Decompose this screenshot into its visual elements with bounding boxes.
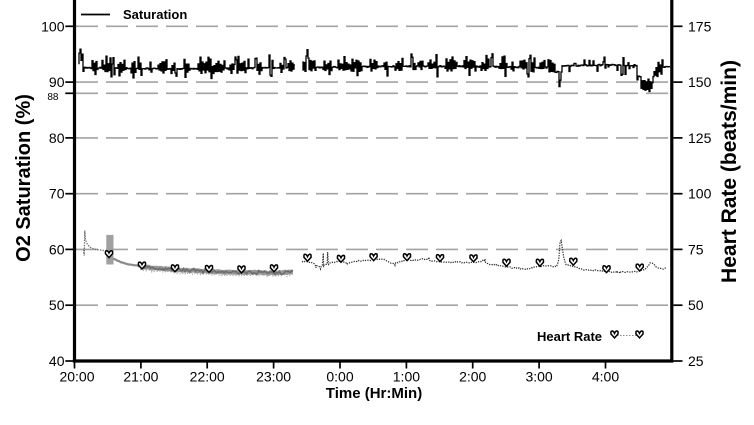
svg-text:100: 100 [41, 18, 65, 34]
svg-text:0:00: 0:00 [326, 368, 353, 384]
svg-text:2:00: 2:00 [459, 368, 486, 384]
svg-text:80: 80 [49, 130, 65, 146]
svg-text:50: 50 [49, 297, 65, 313]
svg-text:90: 90 [49, 74, 65, 90]
svg-text:60: 60 [49, 241, 65, 257]
svg-text:3:00: 3:00 [525, 368, 552, 384]
svg-text:75: 75 [688, 241, 704, 257]
svg-text:150: 150 [688, 74, 712, 90]
svg-text:4:00: 4:00 [592, 368, 619, 384]
svg-text:22:00: 22:00 [190, 368, 225, 384]
svg-text:20:00: 20:00 [59, 368, 94, 384]
svg-text:Saturation: Saturation [123, 7, 187, 22]
svg-text:Heart Rate (beats/min): Heart Rate (beats/min) [718, 60, 741, 283]
svg-text:Time (Hr:Min): Time (Hr:Min) [326, 385, 422, 402]
svg-text:O2 Saturation (%): O2 Saturation (%) [13, 94, 35, 262]
svg-text:88: 88 [47, 92, 59, 103]
svg-text:21:00: 21:00 [123, 368, 158, 384]
svg-text:70: 70 [49, 186, 65, 202]
svg-text:25: 25 [688, 353, 704, 369]
svg-text:1:00: 1:00 [393, 368, 420, 384]
svg-text:23:00: 23:00 [256, 368, 291, 384]
svg-text:50: 50 [688, 297, 704, 313]
svg-text:175: 175 [688, 18, 712, 34]
svg-text:125: 125 [688, 130, 712, 146]
svg-text:Heart Rate: Heart Rate [537, 329, 602, 344]
svg-text:40: 40 [49, 353, 65, 369]
svg-text:100: 100 [688, 186, 712, 202]
